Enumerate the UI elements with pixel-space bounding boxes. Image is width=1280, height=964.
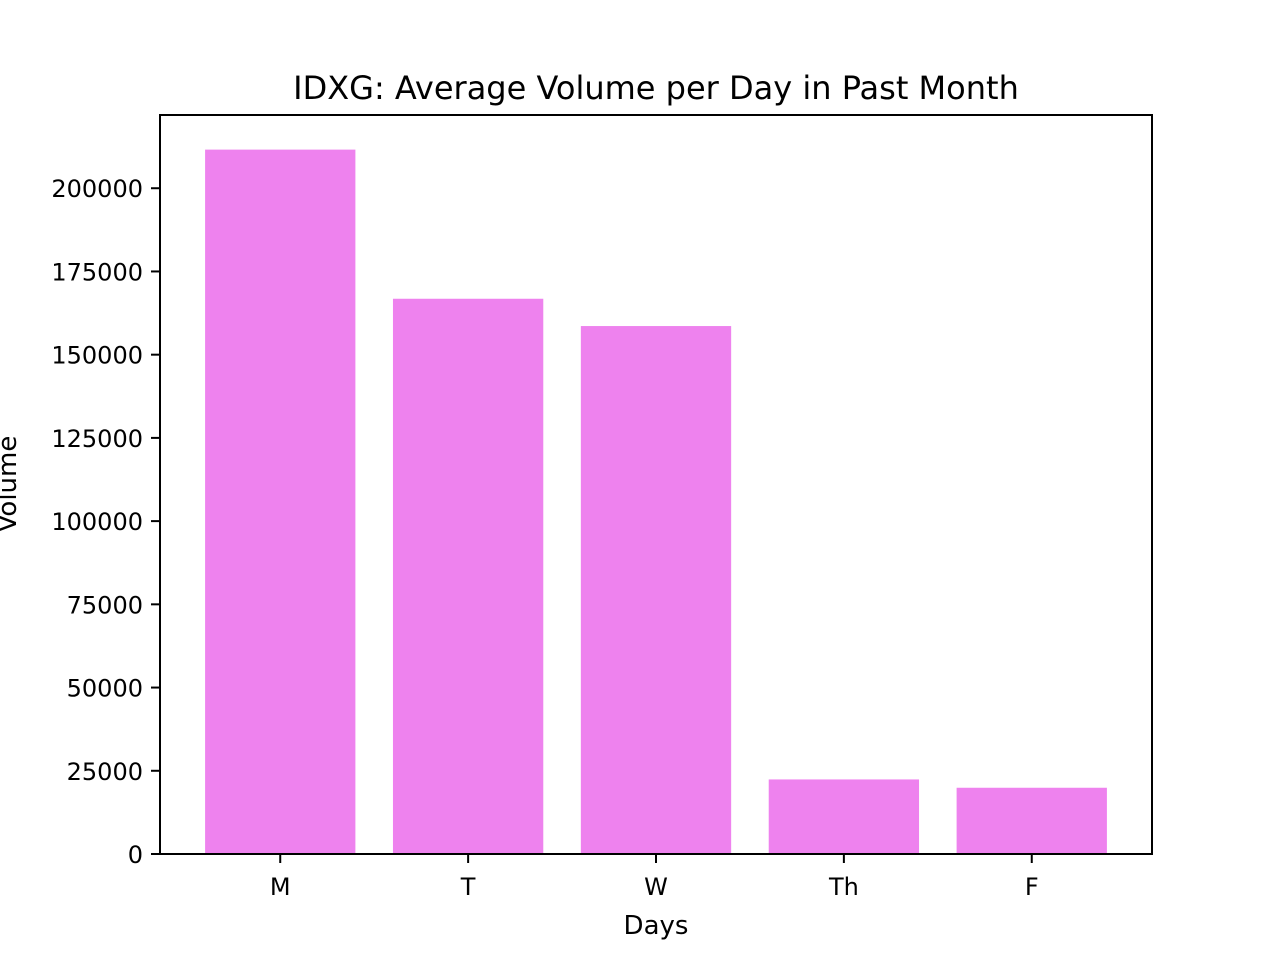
bar-m — [205, 149, 356, 855]
bar-t — [392, 298, 544, 854]
y-tick-label: 75000 — [67, 591, 143, 619]
x-tick-label: W — [644, 873, 668, 901]
y-tick-label: 175000 — [51, 258, 143, 286]
bar-w — [580, 326, 732, 855]
y-tick-label: 25000 — [67, 758, 143, 786]
y-tick-label: 0 — [128, 841, 143, 869]
ticks-layer: M T W Th F 0 25000 50000 75000 100000 125000 150000… — [51, 175, 1038, 901]
x-tick-label: Th — [828, 873, 859, 901]
y-tick-label: 125000 — [51, 425, 143, 453]
y-axis-label: Volume — [0, 436, 23, 533]
y-tick-label: 100000 — [51, 508, 143, 536]
y-tick-label: 200000 — [51, 175, 143, 203]
bar-th — [768, 779, 920, 854]
chart-title: IDXG: Average Volume per Day in Past Mon… — [293, 69, 1019, 107]
bars-layer — [205, 149, 1107, 855]
y-tick-label: 150000 — [51, 342, 143, 370]
x-tick-label: F — [1025, 873, 1039, 901]
bar-f — [956, 787, 1107, 854]
x-axis-label: Days — [624, 911, 689, 941]
x-tick-label: T — [460, 873, 476, 901]
plot-frame — [159, 114, 1153, 855]
y-tick-label: 50000 — [67, 675, 143, 703]
x-tick-label: M — [270, 873, 291, 901]
